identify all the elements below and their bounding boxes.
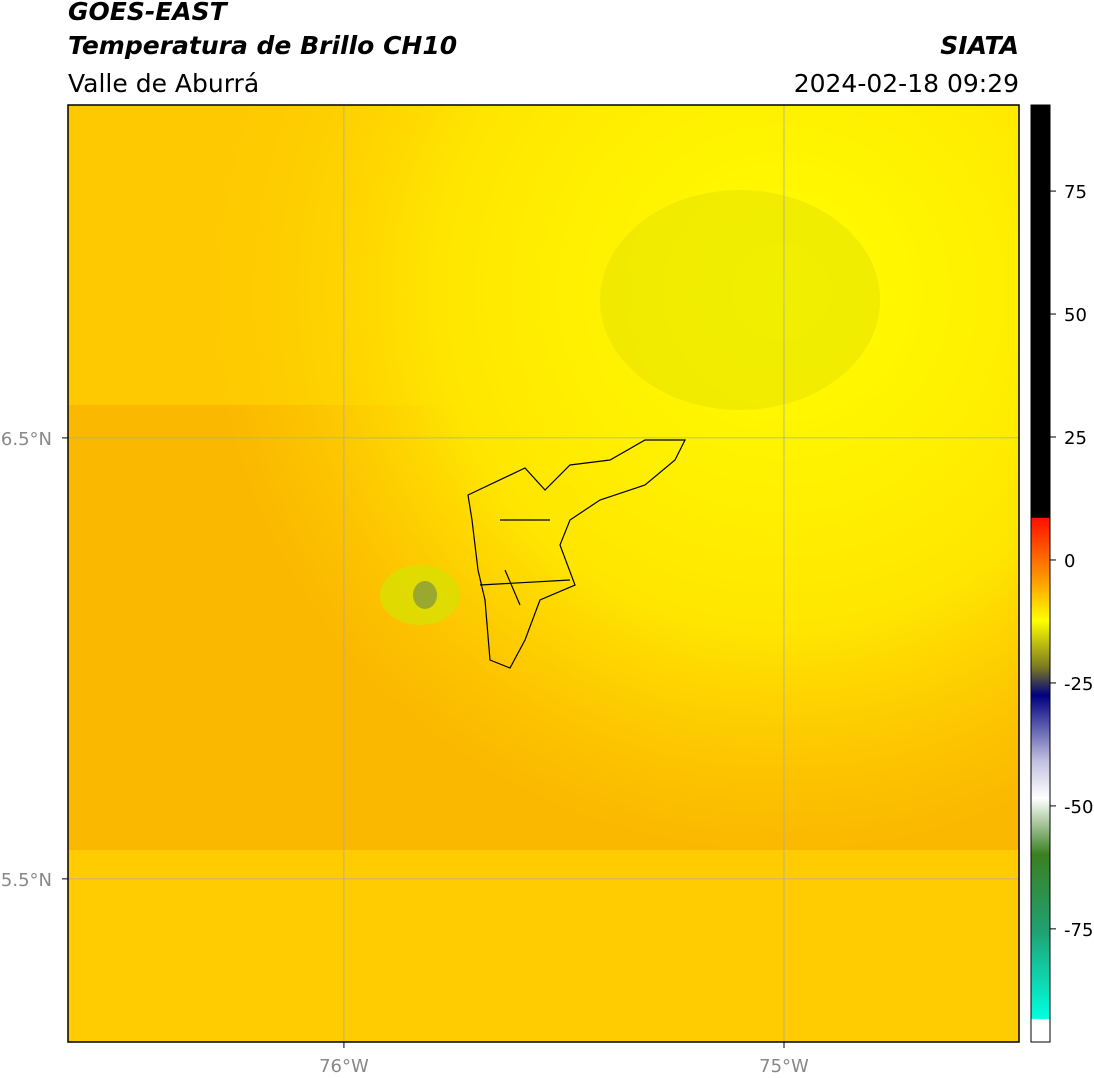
map-frame [67,104,1020,1043]
lon-tick-label: 75°W [759,1056,809,1077]
agency: SIATA [940,31,1019,60]
product: Temperatura de Brillo CH10 [68,31,457,60]
colorbar-tick-label: 0 [1064,551,1075,572]
colorbar-tick-label: -50 [1064,797,1093,818]
valley-outline [467,439,686,669]
colorbar-tick-label: 25 [1064,428,1087,449]
colorbar [1030,104,1051,1043]
colorbar-tick-label: 75 [1064,182,1087,203]
colorbar-tick-label: -25 [1064,674,1093,695]
colorbar-tick-label: 50 [1064,305,1087,326]
lat-tick-label: 5.5°N [1,870,52,891]
map-field [68,105,1019,1042]
region: Valle de Aburrá [68,69,259,98]
satellite: GOES-EAST [68,0,229,26]
lat-tick-label: 6.5°N [1,429,52,450]
lon-tick-label: 76°W [319,1056,369,1077]
colorbar-tick-label: -75 [1064,920,1093,941]
datetime: 2024-02-18 09:29 [794,69,1019,98]
graticule [68,105,1019,1042]
